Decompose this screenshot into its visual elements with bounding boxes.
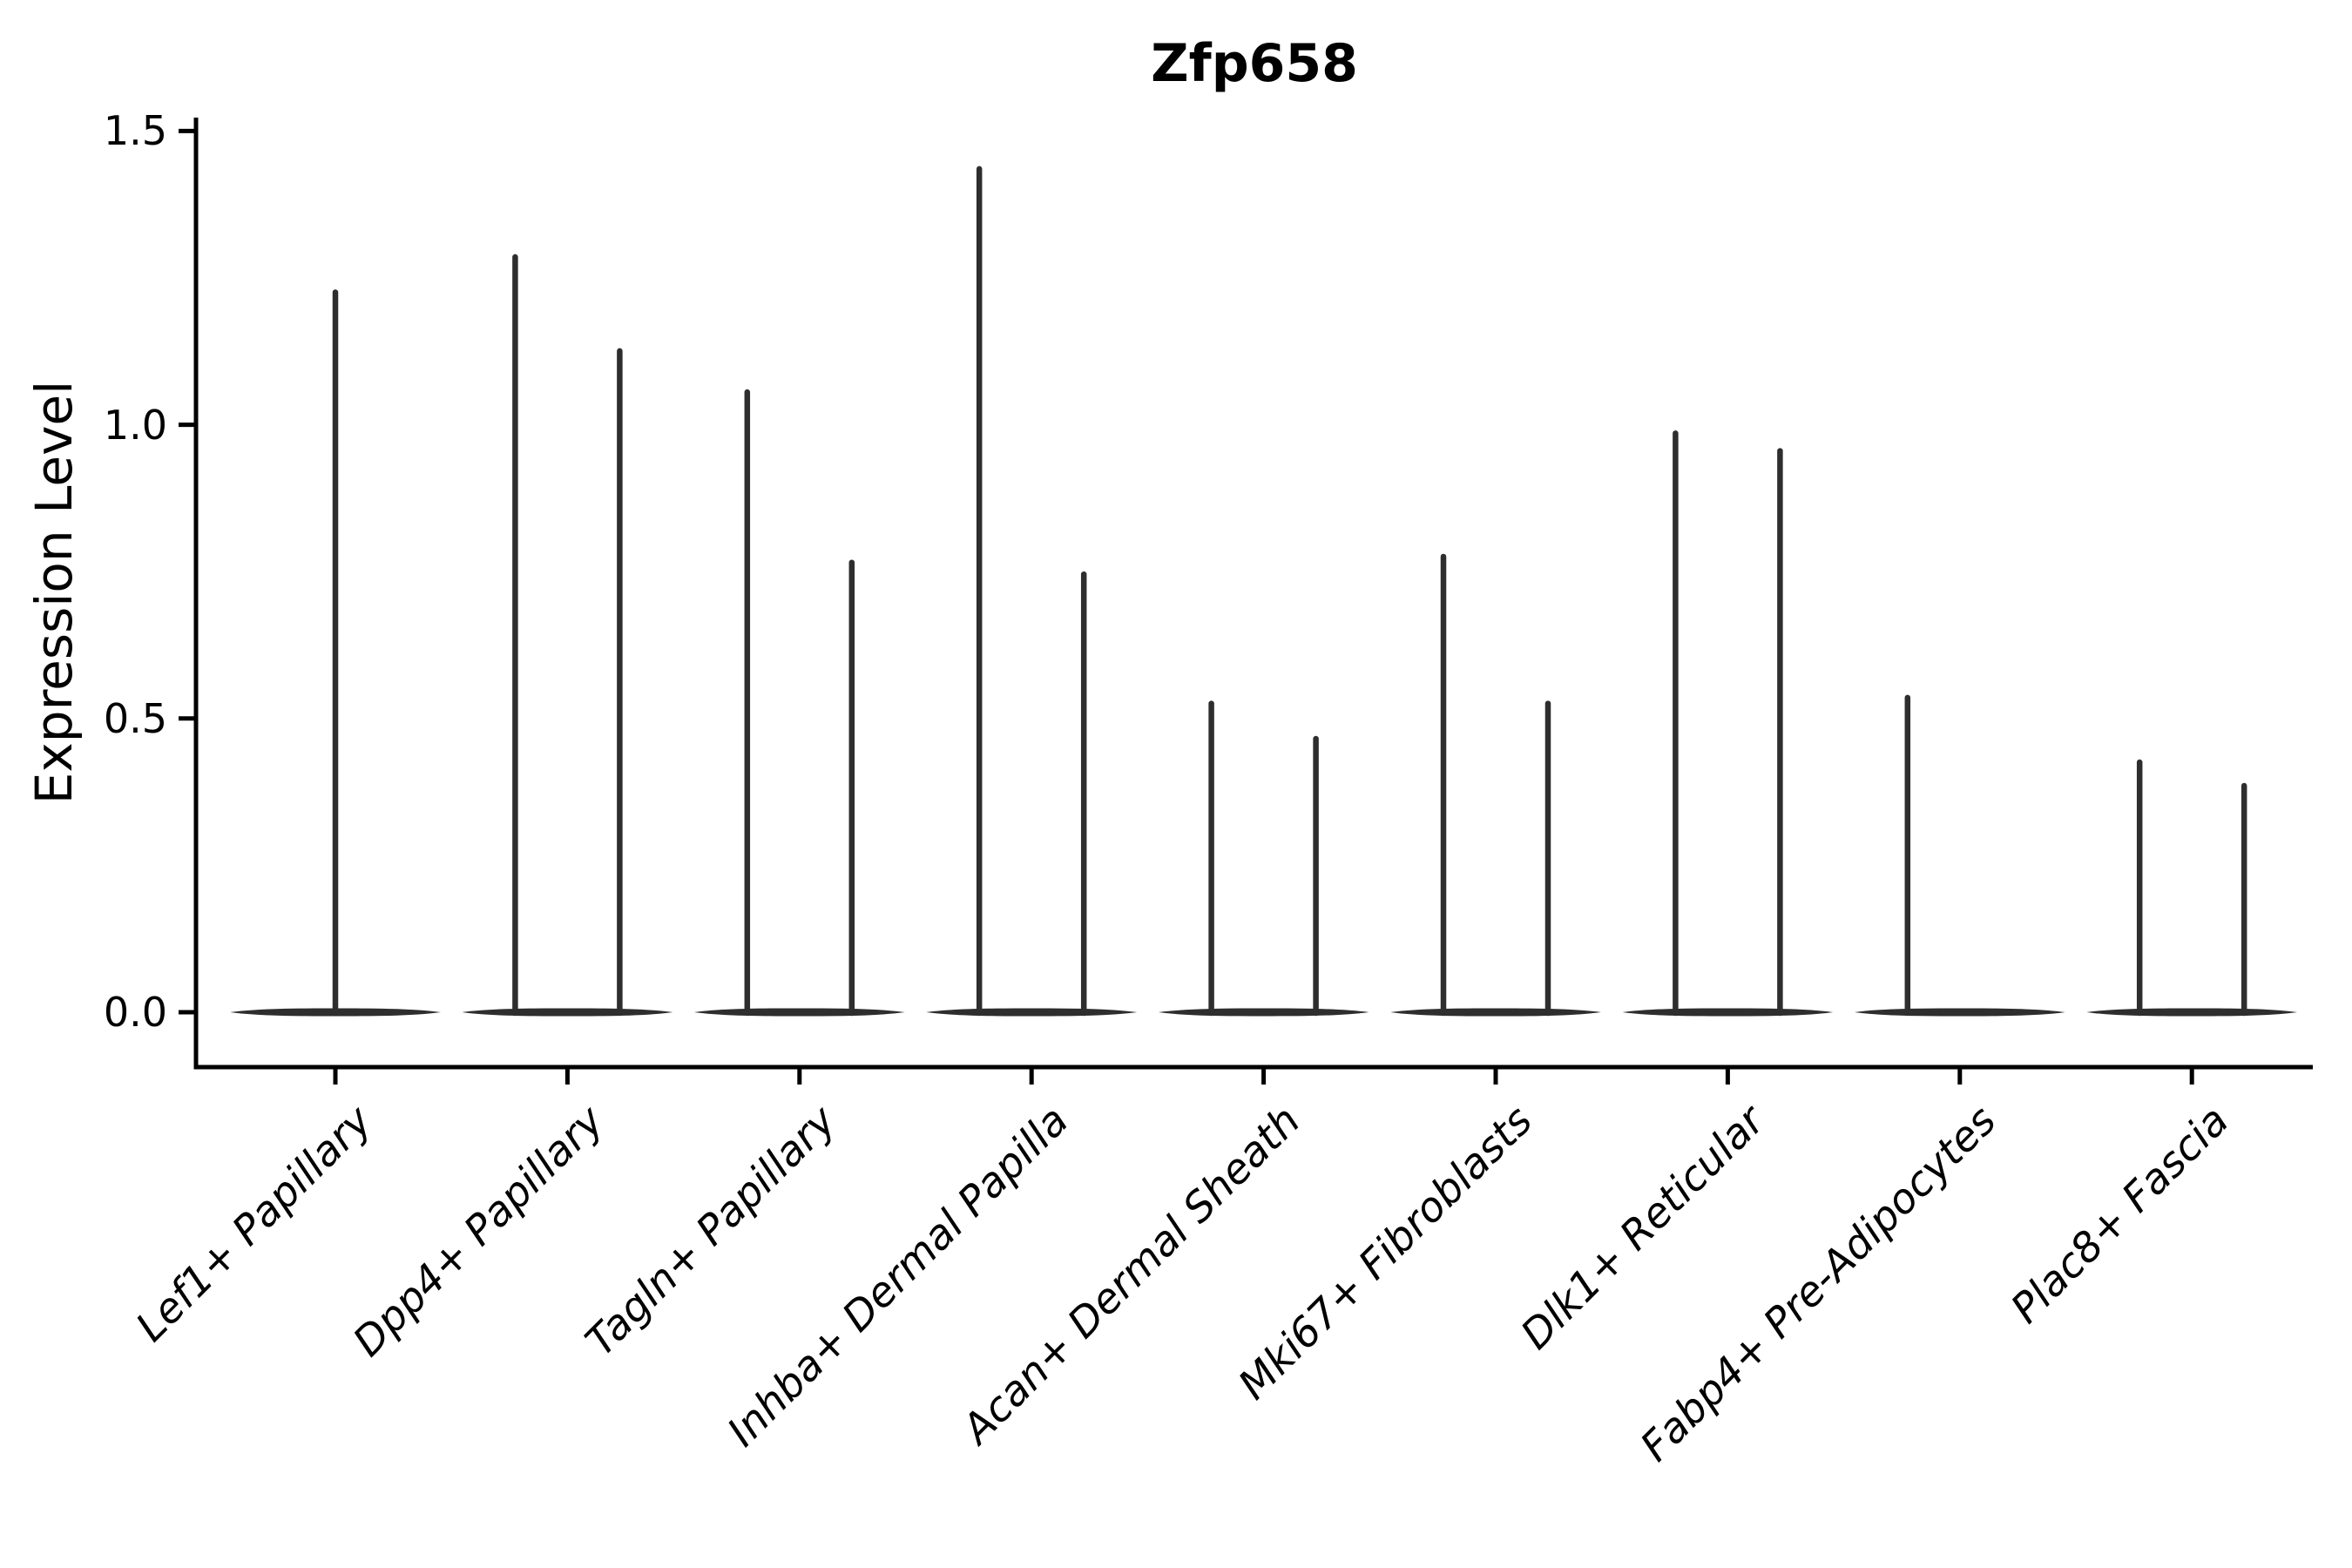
y-tick-label: 1.5	[103, 107, 167, 155]
violin-base	[1622, 1008, 1834, 1017]
violin-base	[462, 1008, 673, 1017]
violin-base	[1390, 1008, 1601, 1017]
violin-base	[230, 1008, 441, 1017]
y-tick-label: 0.5	[103, 694, 167, 742]
figure-title: Zfp658	[1151, 33, 1358, 94]
y-tick-label: 1.0	[103, 401, 167, 449]
violin-base	[693, 1008, 905, 1017]
violin-base	[1158, 1008, 1369, 1017]
violin-base	[2086, 1008, 2298, 1017]
y-tick-label: 0.0	[103, 989, 167, 1036]
violin-base	[926, 1008, 1138, 1017]
violin-base	[1854, 1008, 2065, 1017]
